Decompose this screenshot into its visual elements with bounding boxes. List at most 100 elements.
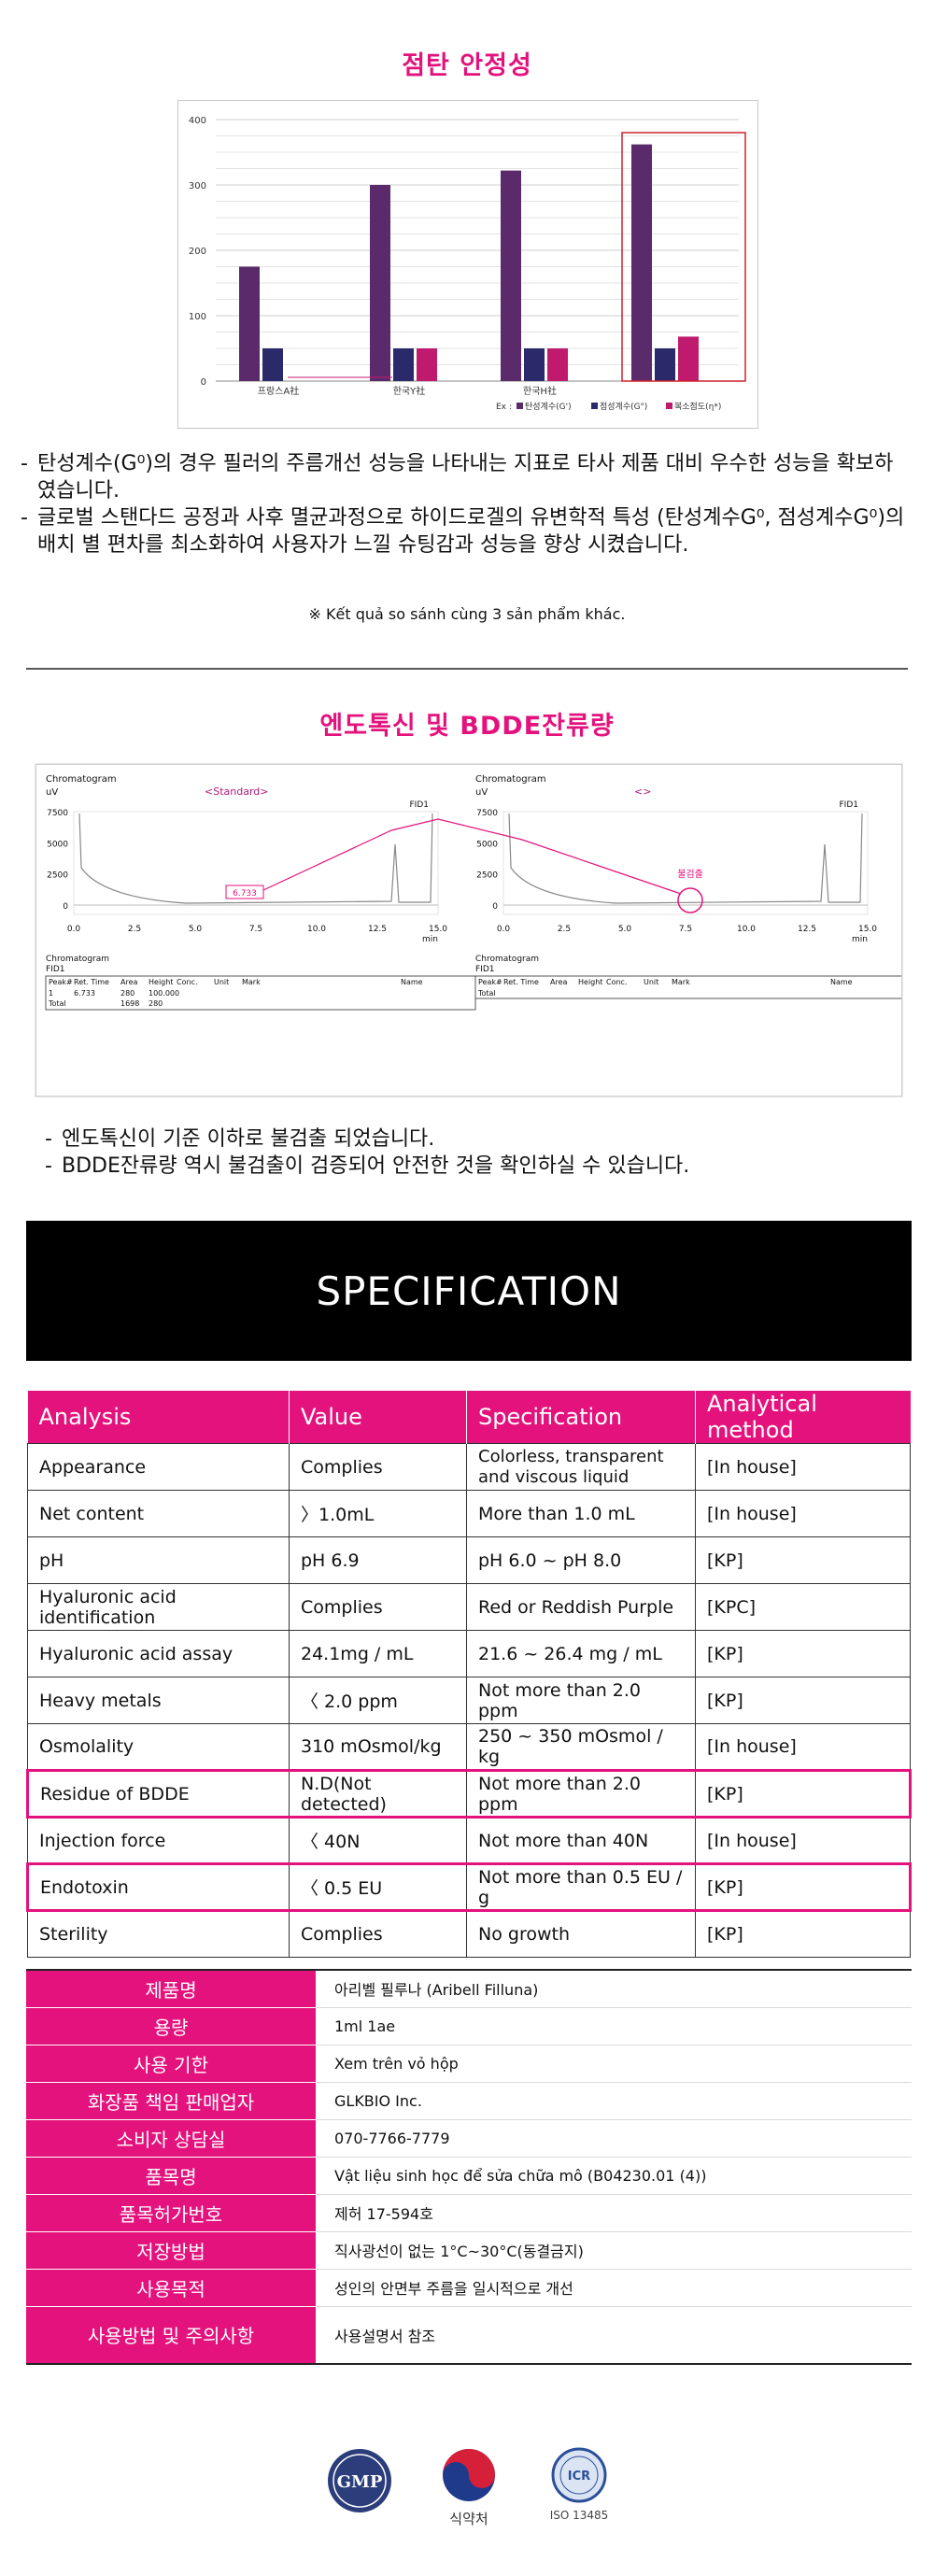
info-label: 품목명 xyxy=(26,2157,316,2195)
info-value: GLKBIO Inc. xyxy=(316,2082,912,2120)
spec-analysis-cell: Injection force xyxy=(27,1817,290,1864)
spec-row: Heavy metals 〈 2.0 ppm Not more than 2.0 p… xyxy=(27,1677,911,1724)
spec-value-cell: N.D(Not detected) xyxy=(289,1769,467,1819)
x-tick-label: 15.0 xyxy=(858,925,877,934)
info-row: 사용목적 성인의 안면부 주름을 일시적으로 개선 xyxy=(26,2269,912,2307)
legend-swatch xyxy=(591,403,598,409)
spec-row: Net content 〉1.0mL More than 1.0 mL [In hou… xyxy=(27,1490,911,1537)
spec-specification-cell: No growth xyxy=(466,1910,696,1958)
peak-table-header: Mark xyxy=(672,978,690,986)
highlight-box xyxy=(621,132,746,382)
peak-table-header: Name xyxy=(830,978,853,986)
peak-table-header: Conc. xyxy=(177,978,198,986)
spec-method-cell: [In house] xyxy=(695,1443,911,1491)
y-tick-label: 400 xyxy=(189,116,206,126)
info-row: 화장품 책임 판매업자 GLKBIO Inc. xyxy=(26,2082,912,2120)
spec-specification-cell: 250 ~ 350 mOsmol / kg xyxy=(466,1723,696,1771)
spec-row: Osmolality 310 mOsmol/kg 250 ~ 350 mOsmol … xyxy=(27,1723,911,1771)
bar-3-0 xyxy=(631,144,652,381)
mfds-emblem-icon xyxy=(443,2449,495,2501)
spec-specification-cell: More than 1.0 mL xyxy=(466,1490,696,1537)
spec-value-cell: 〈 0.5 EU xyxy=(289,1862,467,1912)
chromatogram-title: <> xyxy=(634,786,651,798)
detector-label: FID1 xyxy=(410,800,430,810)
x-tick-label: 15.0 xyxy=(429,925,447,934)
info-row: 제품명 아리벨 필루나 (Aribell Filluna) xyxy=(26,1970,912,2008)
specification-banner: SPECIFICATION xyxy=(26,1221,912,1361)
not-detected-circle xyxy=(677,887,703,913)
x-tick-label: 10.0 xyxy=(737,925,756,934)
peak-table-header: Unit xyxy=(214,978,229,986)
info-value: 아리벨 필루나 (Aribell Filluna) xyxy=(316,1970,912,2008)
info-label: 제품명 xyxy=(26,1970,316,2008)
spec-value-cell: Complies xyxy=(289,1910,467,1958)
info-row: 소비자 상담실 070-7766-7779 xyxy=(26,2119,912,2158)
bar-1-0 xyxy=(370,185,390,381)
x-tick-label: 7.5 xyxy=(249,925,262,934)
spec-row: Sterility Complies No growth [KP] xyxy=(27,1910,911,1958)
bar-chart-svg: 0 100 200 300 400 프랑스A社 한국Y社 한국H社 Ex : 탄성계수(G') 점성… xyxy=(189,116,746,412)
svg-text:ICR: ICR xyxy=(568,2470,590,2484)
endotoxin-bullet-2: BDDE잔류량 역시 불검출이 검증되어 안전한 것을 확인하실 수 있습니다. xyxy=(45,1153,904,1180)
spec-specification-cell: Not more than 0.5 EU / g xyxy=(466,1862,696,1912)
y-tick-label: 5000 xyxy=(476,840,498,849)
spec-row: pH pH 6.9 pH 6.0 ~ pH 8.0 [KP] xyxy=(27,1536,911,1584)
x-unit: min xyxy=(422,935,438,944)
info-row: 품목허가번호 제허 17-594호 xyxy=(26,2194,912,2232)
icr-logo: ICR ISO 13485 xyxy=(537,2445,621,2522)
mfds-label: 식약처 xyxy=(449,2511,488,2527)
spec-row: Endotoxin 〈 0.5 EU Not more than 0.5 EU / … xyxy=(26,1862,912,1912)
viscoelastic-bar-chart: 0 100 200 300 400 프랑스A社 한국Y社 한국H社 Ex : 탄성계수(G') 점성… xyxy=(177,100,758,429)
spec-value-cell: 24.1mg / mL xyxy=(289,1630,467,1677)
info-value: Vật liệu sinh học để sửa chữa mô (B04230… xyxy=(316,2157,912,2195)
plot-frame xyxy=(73,811,439,915)
x-category-label: 한국H社 xyxy=(523,385,557,397)
chromatogram-header: Chromatogram xyxy=(46,774,117,785)
x-tick-label: 0.0 xyxy=(67,925,81,934)
iso-label: ISO 13485 xyxy=(549,2509,609,2522)
info-label: 용량 xyxy=(26,2007,316,2045)
peak-table-header: Ret. Time xyxy=(74,978,109,986)
peak-table-cell: 6.733 xyxy=(74,989,95,998)
spec-specification-cell: Colorless, transparent and viscous liqui… xyxy=(466,1443,696,1491)
spec-specification-cell: Not more than 40N xyxy=(466,1817,696,1864)
spec-analysis-cell: Endotoxin xyxy=(26,1862,290,1912)
x-tick-label: 0.0 xyxy=(497,925,511,934)
chromatogram-left: Chromatogram uV <Standard> 7500 5000 2500 0 0.0… xyxy=(45,774,476,1011)
peak-table-header: Ret. Time xyxy=(503,978,539,986)
info-value: Xem trên vỏ hộp xyxy=(316,2045,912,2083)
peak-table-header: Height xyxy=(578,978,602,986)
peak-table-header: Mark xyxy=(242,978,261,986)
table-title: Chromatogram xyxy=(475,955,539,964)
legend-prefix: Ex : xyxy=(496,403,512,412)
info-value: 사용설명서 참조 xyxy=(316,2306,912,2365)
y-tick-label: 200 xyxy=(189,247,206,257)
spec-method-cell: [KP] xyxy=(695,1862,912,1912)
legend-label: 복소점도(η*) xyxy=(674,401,721,412)
peak-label-box xyxy=(225,885,264,899)
not-detected-label: 불검출 xyxy=(677,869,703,880)
x-tick-label: 12.5 xyxy=(368,925,387,934)
info-row: 품목명 Vật liệu sinh học để sửa chữa mô (B04… xyxy=(26,2157,912,2195)
legend-label: 점성계수(G") xyxy=(600,401,647,412)
table-subtitle: FID1 xyxy=(475,965,495,974)
mfds-logo: 식약처 xyxy=(432,2445,506,2528)
info-label: 소비자 상담실 xyxy=(26,2119,316,2158)
chromatogram-panel: Chromatogram uV <Standard> 7500 5000 2500 0 0.0… xyxy=(35,764,902,1097)
comparison-note: ※ Kết quả so sánh cùng 3 sản phẩm khác. xyxy=(308,605,626,623)
y-tick-label: 0 xyxy=(63,902,68,912)
chromatogram-unit: uV xyxy=(475,787,488,798)
spec-method-cell: [KPC] xyxy=(695,1583,911,1631)
y-tick-label: 100 xyxy=(189,312,206,322)
icr-seal-icon: ICR xyxy=(551,2447,607,2503)
peak-table-cell: 280 xyxy=(120,989,134,998)
endotoxin-bullet-1: 엔도톡신이 기준 이하로 불검출 되었습니다. xyxy=(45,1125,904,1153)
bar-0-0 xyxy=(239,266,260,381)
peak-table-header: Peak# xyxy=(49,978,73,986)
spec-header-method: Analytical method xyxy=(695,1391,911,1444)
comparison-connector xyxy=(262,818,682,895)
spec-method-cell: [In house] xyxy=(695,1723,911,1771)
peak-table-header: Name xyxy=(401,978,423,986)
spec-method-cell: [In house] xyxy=(695,1817,911,1864)
